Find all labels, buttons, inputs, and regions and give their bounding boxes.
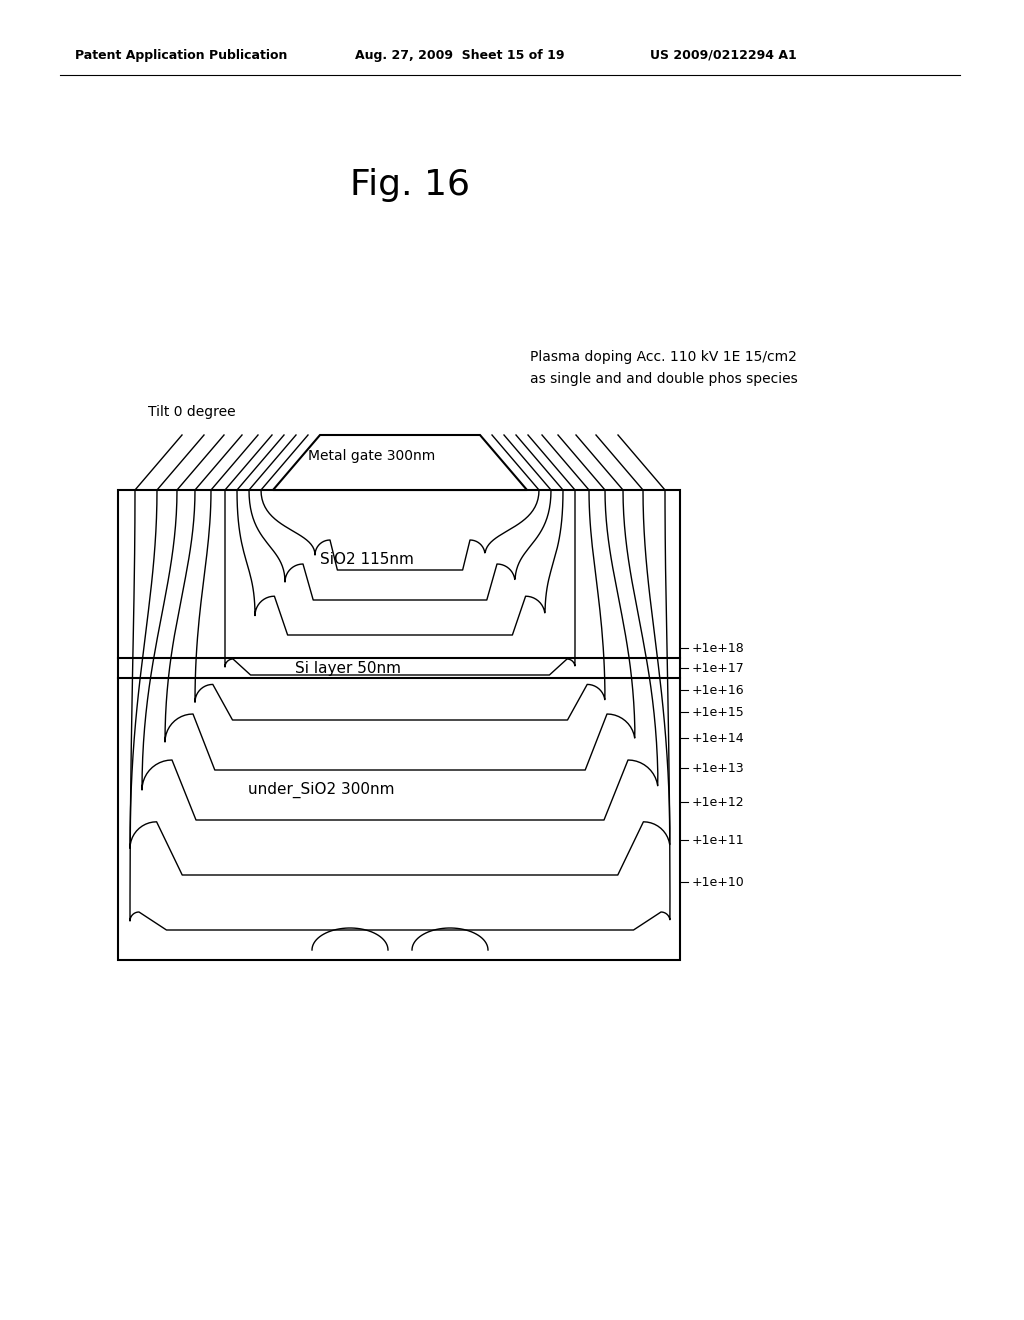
Text: +1e+10: +1e+10 [692, 875, 744, 888]
Polygon shape [273, 436, 527, 490]
Text: as single and and double phos species: as single and and double phos species [530, 372, 798, 385]
Text: Metal gate 300nm: Metal gate 300nm [308, 449, 435, 463]
Text: +1e+18: +1e+18 [692, 642, 744, 655]
Text: SiO2 115nm: SiO2 115nm [319, 553, 414, 568]
Text: +1e+13: +1e+13 [692, 762, 744, 775]
Bar [118, 490, 680, 960]
Text: +1e+12: +1e+12 [692, 796, 744, 808]
Text: US 2009/0212294 A1: US 2009/0212294 A1 [650, 49, 797, 62]
Text: +1e+11: +1e+11 [692, 833, 744, 846]
Text: Fig. 16: Fig. 16 [350, 168, 470, 202]
Text: Patent Application Publication: Patent Application Publication [75, 49, 288, 62]
Text: +1e+15: +1e+15 [692, 705, 744, 718]
Text: +1e+14: +1e+14 [692, 731, 744, 744]
Text: under_SiO2 300nm: under_SiO2 300nm [248, 781, 394, 799]
Text: Aug. 27, 2009  Sheet 15 of 19: Aug. 27, 2009 Sheet 15 of 19 [355, 49, 564, 62]
Text: Si layer 50nm: Si layer 50nm [295, 660, 401, 676]
Text: +1e+17: +1e+17 [692, 661, 744, 675]
Text: +1e+16: +1e+16 [692, 684, 744, 697]
Text: Plasma doping Acc. 110 kV 1E 15/cm2: Plasma doping Acc. 110 kV 1E 15/cm2 [530, 350, 797, 364]
Text: Tilt 0 degree: Tilt 0 degree [148, 405, 236, 418]
